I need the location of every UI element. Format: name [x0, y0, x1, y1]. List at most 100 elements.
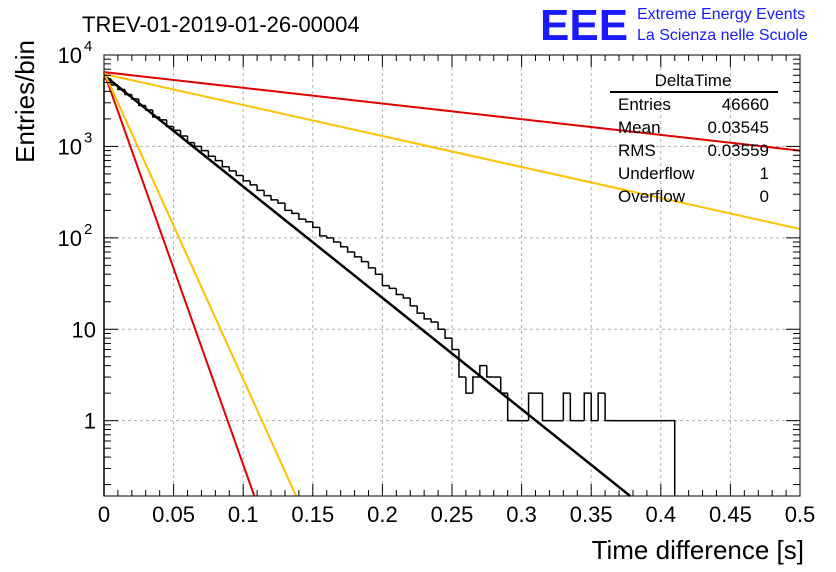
y-axis-label: Entries/bin: [10, 40, 40, 163]
y-tick-label: 1: [84, 409, 96, 434]
histogram-bin: [103, 77, 111, 496]
stats-value-rms: 0.03559: [708, 141, 769, 160]
histogram-bin: [172, 126, 181, 132]
histogram-bin: [193, 142, 202, 148]
histogram-bin: [402, 294, 411, 299]
stats-label-rms: RMS: [618, 141, 656, 160]
histogram-bin: [430, 318, 439, 323]
stats-title: DeltaTime: [655, 71, 732, 90]
logo-line-2: La Scienza nelle Scuole: [637, 27, 808, 44]
grid-lines: [104, 55, 800, 496]
histogram-bin: [312, 221, 320, 229]
x-axis-label: Time difference [s]: [592, 535, 804, 565]
histogram-bin: [472, 376, 480, 394]
histogram-bin: [416, 305, 425, 314]
histogram-bin: [207, 150, 216, 158]
histogram-bin: [395, 288, 404, 296]
histogram-bin: [597, 392, 606, 421]
histogram-bin: [332, 237, 341, 243]
histogram-bin: [270, 195, 278, 201]
stats-box: DeltaTime Entries 46660 Mean 0.03545 RMS…: [610, 71, 778, 206]
histogram-bin: [277, 199, 285, 204]
histogram-bin: [346, 246, 355, 253]
stats-value-underflow: 1: [760, 164, 769, 183]
histogram-bin: [486, 365, 494, 378]
y-tick-exponent: 2: [84, 221, 92, 238]
eee-logo: EEE Extreme Energy Events La Scienza nel…: [540, 1, 808, 50]
histogram-bin: [409, 297, 418, 307]
histogram-bin: [506, 393, 515, 422]
y-tick-exponent: 4: [84, 38, 92, 55]
histogram-bin: [381, 274, 390, 287]
x-tick-label: 0.1: [228, 502, 259, 527]
histogram-bin: [444, 329, 452, 339]
histogram-bin: [569, 393, 578, 422]
histogram-bin: [465, 377, 473, 394]
histogram-bin: [325, 235, 334, 239]
histogram-bin: [590, 393, 599, 422]
histogram-bin: [200, 146, 209, 152]
stats-label-mean: Mean: [618, 118, 661, 137]
histogram-bin: [583, 392, 592, 421]
histogram-bin: [541, 393, 550, 422]
axis-ticks: [103, 54, 801, 496]
histogram-bin: [388, 285, 397, 290]
histogram-bin: [527, 392, 536, 421]
chart-title: TREV-01-2019-01-26-00004: [82, 12, 360, 37]
x-tick-label: 0.3: [506, 502, 537, 527]
histogram-bin: [228, 166, 237, 172]
x-tick-label: 0.15: [291, 502, 334, 527]
x-tick-label: 0.5: [785, 502, 816, 527]
fit-lines-layer: [103, 71, 801, 497]
histogram-bin: [305, 219, 313, 223]
x-tick-label: 0.4: [646, 502, 677, 527]
histogram-bin: [284, 203, 292, 212]
histogram-bin: [604, 393, 613, 422]
histogram-bin: [437, 322, 446, 331]
series-line-3: [103, 71, 256, 497]
y-tick-exponent: 3: [84, 129, 92, 146]
histogram-bin: [249, 180, 258, 186]
series-line-0: [103, 74, 631, 497]
stats-value-overflow: 0: [760, 187, 769, 206]
stats-label-underflow: Underflow: [618, 164, 695, 183]
stats-label-overflow: Overflow: [618, 187, 686, 206]
logo-line-1: Extreme Energy Events: [637, 6, 805, 23]
x-tick-label: 0.45: [709, 502, 752, 527]
y-tick-label: 10: [72, 317, 96, 342]
x-tick-label: 0.25: [431, 502, 474, 527]
series-line-4: [103, 71, 298, 497]
histogram-bin: [214, 156, 223, 162]
x-tick-label: 0.35: [570, 502, 613, 527]
logo-mark: EEE: [540, 1, 628, 50]
histogram-bin: [367, 261, 376, 269]
histogram-bin: [291, 210, 299, 215]
y-tick-label: 10: [58, 226, 82, 251]
histogram-bin: [242, 175, 251, 182]
histogram-bin: [179, 130, 188, 137]
histogram-bin: [221, 160, 230, 168]
histogram-bin: [353, 252, 362, 258]
histogram-bin: [667, 419, 676, 496]
x-tick-label: 0.05: [152, 502, 195, 527]
histogram-bin: [256, 184, 265, 192]
histogram-bin: [479, 364, 487, 378]
stats-value-entries: 46660: [722, 95, 769, 114]
histogram-bin: [374, 267, 383, 275]
histogram-bin: [339, 242, 348, 248]
y-tick-label: 10: [58, 43, 82, 68]
y-tick-label: 10: [58, 134, 82, 159]
series-line-2: [103, 73, 801, 230]
histogram-bin: [263, 190, 272, 197]
stats-label-entries: Entries: [618, 95, 671, 114]
histogram-bin: [451, 338, 459, 351]
histogram-bin: [298, 213, 306, 220]
histogram-bin: [235, 170, 244, 177]
x-tick-label: 0.2: [367, 502, 398, 527]
histogram-layer: [103, 77, 676, 496]
x-tick-label: 0: [98, 502, 110, 527]
histogram-bin: [499, 377, 508, 394]
histogram-bin: [319, 227, 327, 237]
